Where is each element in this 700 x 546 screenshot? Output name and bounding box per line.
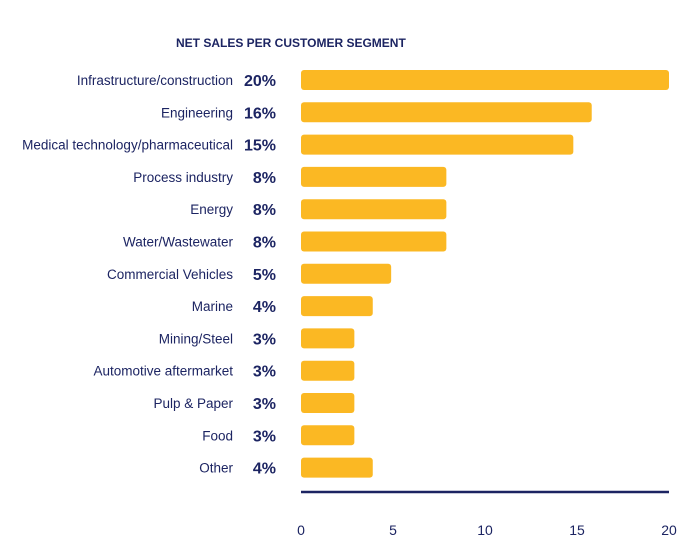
category-label: Pulp & Paper bbox=[153, 396, 233, 411]
category-label: Automotive aftermarket bbox=[93, 364, 233, 379]
category-label: Energy bbox=[190, 202, 233, 217]
category-label: Marine bbox=[192, 299, 233, 314]
x-tick-label-group: 0 5 10 15 20 bbox=[297, 522, 677, 538]
x-tick-label: 10 bbox=[477, 522, 493, 538]
bar bbox=[301, 102, 592, 123]
percentage-label: 4% bbox=[253, 299, 276, 316]
bar bbox=[301, 263, 392, 284]
category-label: Infrastructure/construction bbox=[77, 73, 233, 88]
percentage-label: 3% bbox=[253, 396, 276, 413]
category-label: Food bbox=[202, 428, 233, 443]
category-label: Process industry bbox=[133, 170, 233, 185]
bar bbox=[301, 166, 447, 187]
category-label: Water/Wastewater bbox=[123, 235, 234, 250]
percentage-label: 3% bbox=[253, 331, 276, 348]
bar bbox=[301, 70, 669, 90]
x-tick-label: 5 bbox=[389, 522, 397, 538]
percentage-label: 8% bbox=[253, 235, 276, 252]
category-label: Engineering bbox=[161, 105, 233, 120]
percentage-label: 8% bbox=[253, 202, 276, 219]
percentage-label: 5% bbox=[253, 267, 276, 284]
percentage-label: 3% bbox=[253, 364, 276, 381]
bar bbox=[301, 457, 373, 478]
category-label: Other bbox=[199, 461, 233, 476]
percentage-label: 8% bbox=[253, 170, 276, 187]
category-label: Medical technology/pharmaceutical bbox=[22, 138, 233, 153]
bar bbox=[301, 425, 355, 446]
percentage-label-group: 20% 16% 15% 8% 8% 8% 5% 4% 3% 3% 3% 3% 4% bbox=[244, 73, 276, 478]
percentage-label: 15% bbox=[244, 138, 276, 155]
bar bbox=[301, 199, 447, 220]
percentage-label: 20% bbox=[244, 73, 276, 90]
bar bbox=[301, 328, 355, 349]
bar bbox=[301, 231, 447, 252]
bar-group bbox=[301, 70, 669, 478]
category-label-group: Infrastructure/construction Engineering Me… bbox=[22, 73, 233, 476]
x-tick-label: 20 bbox=[661, 522, 677, 538]
percentage-label: 3% bbox=[253, 428, 276, 445]
bar bbox=[301, 134, 574, 155]
x-tick-label: 15 bbox=[569, 522, 585, 538]
bar bbox=[301, 393, 355, 413]
percentage-label: 16% bbox=[244, 105, 276, 122]
chart-title: NET SALES PER CUSTOMER SEGMENT bbox=[176, 36, 406, 50]
bar bbox=[301, 296, 373, 317]
bar bbox=[301, 360, 355, 381]
category-label: Commercial Vehicles bbox=[107, 267, 233, 282]
category-label: Mining/Steel bbox=[159, 331, 233, 346]
percentage-label: 4% bbox=[253, 461, 276, 478]
x-tick-label: 0 bbox=[297, 522, 305, 538]
